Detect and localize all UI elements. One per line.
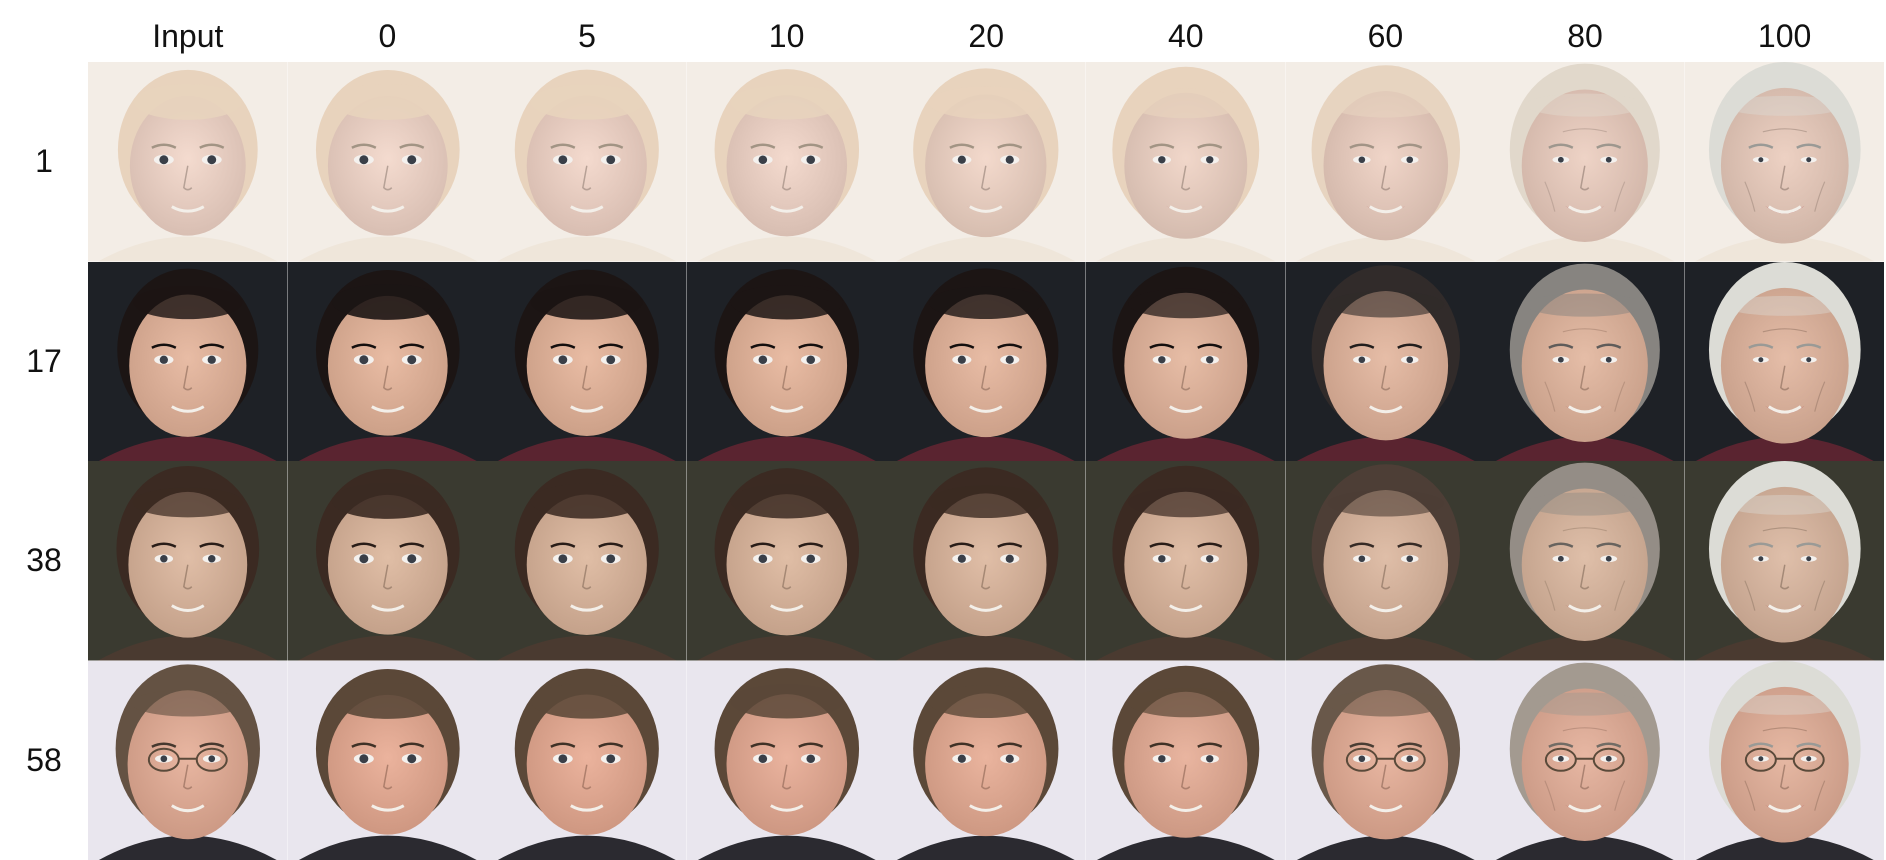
row-label-age-17: 17 [26,342,62,379]
face-image-row3-age-40 [1086,461,1286,661]
face-image-row1-age-40 [1086,62,1286,262]
face-image-row4-age-20 [886,660,1086,860]
face-image-row2-age-0 [287,261,488,461]
face-image-row1-age-60 [1285,62,1486,262]
face-image-row4-age-0 [287,660,488,860]
face-image-row4-age-40 [1086,660,1286,860]
face-image-row1-age-5 [487,62,687,262]
face-image-row2-age-40 [1086,261,1286,461]
face-image-row1-age-20 [886,62,1086,262]
row-label-age-38: 38 [26,542,62,579]
face-image-row2-age-10 [686,261,887,461]
face-image-row2-age-20 [886,261,1086,461]
face-image-row4-age-5 [487,660,687,860]
face-image-row2-age-60 [1285,261,1486,461]
face-image-row3-age-20 [886,461,1086,661]
face-image-row2-age-5 [487,261,687,461]
column-header-age-40: 40 [1168,17,1204,54]
face-image-row3-input [88,461,288,661]
face-image-row3-age-80 [1485,461,1685,661]
face-image-row3-age-5 [487,461,687,661]
column-header-age-60: 60 [1367,17,1404,54]
column-header-age-5: 5 [578,17,596,54]
row-label-age-58: 58 [26,741,62,778]
column-header-age-100: 100 [1757,17,1812,54]
face-image-row4-input [88,660,288,860]
face-image-row3-age-100 [1684,461,1885,661]
face-image-row4-age-60 [1285,660,1486,860]
column-header-age-10: 10 [768,17,805,54]
face-image-row1-age-80 [1485,62,1685,262]
face-image-row1-age-0 [287,62,488,262]
face-image-row2-input [88,261,288,461]
face-image-row3-age-10 [686,461,887,661]
face-image-row1-input [88,62,288,262]
face-image-row4-age-100 [1684,660,1885,860]
face-image-row4-age-10 [686,660,887,860]
column-header-age-20: 20 [968,17,1004,54]
face-image-row2-age-80 [1485,261,1685,461]
column-header-age-80: 80 [1567,17,1603,54]
row-label-age-1: 1 [35,143,53,180]
face-image-row1-age-10 [686,62,887,262]
face-image-row3-age-0 [287,461,488,661]
column-header-input: Input [152,17,224,54]
face-image-row1-age-100 [1684,62,1885,262]
face-image-row4-age-80 [1485,660,1685,860]
face-image-row2-age-100 [1684,261,1885,461]
column-header-age-0: 0 [378,17,397,54]
face-image-row3-age-60 [1285,461,1486,661]
